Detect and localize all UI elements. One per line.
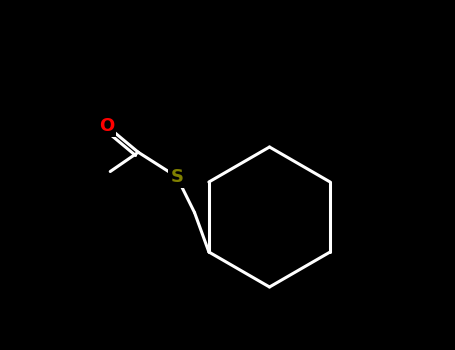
Text: O: O <box>99 117 114 135</box>
Text: S: S <box>170 168 183 186</box>
